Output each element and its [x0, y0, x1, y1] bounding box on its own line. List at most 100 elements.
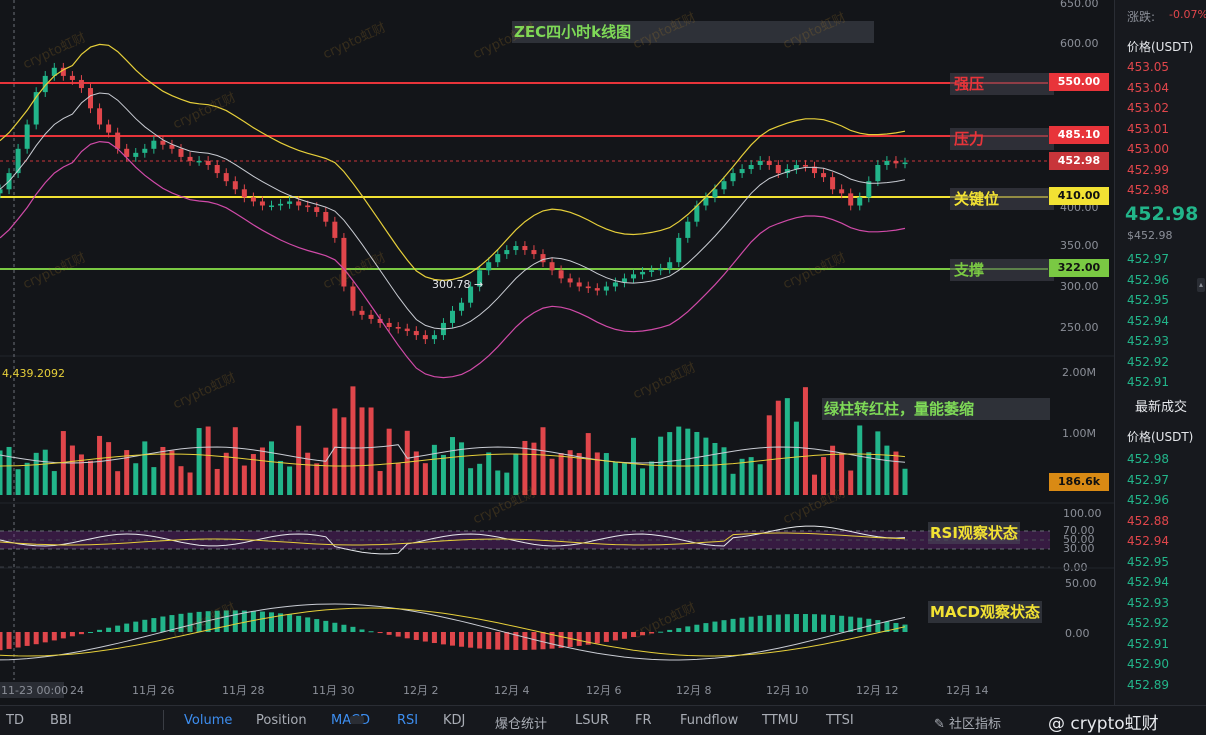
orderbook-panel: 涨跌: -0.07% 价格(USDT) 452.98 $452.98 最新成交 …	[1114, 0, 1206, 705]
ask-row[interactable]: 453.05	[1127, 60, 1169, 74]
brand-watermark: @ crypto虹财	[1048, 714, 1159, 734]
volume-bar	[422, 463, 428, 495]
volume-bar	[757, 464, 763, 495]
volume-bar	[97, 435, 103, 495]
macd-histogram-bar	[612, 632, 618, 641]
volume-bar	[404, 430, 410, 495]
trade-row[interactable]: 452.93	[1127, 595, 1169, 610]
date-axis-label: 11月 30	[312, 684, 355, 697]
volume-bar	[821, 457, 827, 495]
tab-position[interactable]: Position	[256, 713, 307, 728]
macd-histogram-bar	[133, 621, 139, 632]
candle-body	[703, 197, 709, 206]
tab-volume[interactable]: Volume	[184, 713, 233, 728]
trade-row[interactable]: 452.97	[1127, 472, 1169, 487]
tab-td[interactable]: TD	[6, 713, 24, 728]
trade-row[interactable]: 452.90	[1127, 657, 1169, 671]
ask-row[interactable]: 453.02	[1127, 101, 1169, 115]
volume-bar	[893, 451, 899, 495]
candle-body	[178, 148, 184, 157]
candle-body	[377, 318, 383, 323]
candle-body	[314, 207, 320, 212]
trade-row[interactable]: 452.89	[1127, 677, 1169, 692]
bid-row[interactable]: 452.93	[1127, 334, 1169, 348]
volume-bar	[133, 463, 139, 495]
candle-body	[784, 169, 790, 174]
trade-row[interactable]: 452.92	[1127, 616, 1169, 630]
trade-row[interactable]: 452.94	[1127, 534, 1169, 548]
volume-ma-line	[0, 453, 906, 467]
chart-canvas[interactable]: 650.00600.00400.00350.00300.00250.002.00…	[0, 0, 1114, 705]
volume-bar	[287, 466, 293, 495]
tab-ttsi[interactable]: TTSI	[826, 713, 854, 728]
volume-bar	[766, 415, 772, 495]
volume-bar	[296, 425, 302, 495]
macd-histogram-bar	[649, 632, 655, 634]
bid-row[interactable]: 452.96	[1127, 272, 1169, 287]
rsi-axis-label: 70.00	[1063, 524, 1095, 537]
candle-body	[585, 286, 591, 289]
bid-row[interactable]: 452.92	[1127, 354, 1169, 369]
scroll-handle-icon[interactable]	[350, 716, 364, 724]
community-indicators-button[interactable]: ✎ 社区指标	[934, 717, 1002, 732]
price-tag-410: 410.00	[1049, 187, 1109, 205]
tab-bbi[interactable]: BBI	[50, 713, 72, 728]
ask-row[interactable]: 453.04	[1127, 80, 1169, 95]
bid-row[interactable]: 452.91	[1127, 375, 1169, 389]
ask-row[interactable]: 453.00	[1127, 142, 1169, 156]
tab-lsur[interactable]: LSUR	[575, 713, 610, 728]
ask-row[interactable]: 452.99	[1127, 162, 1169, 177]
date-axis-label: 12月 14	[946, 684, 989, 697]
tab-ttmu[interactable]: TTMU	[762, 713, 799, 728]
volume-bar	[341, 417, 347, 495]
volume-bar	[450, 437, 455, 495]
tab-fundflow[interactable]: Fundflow	[680, 713, 739, 728]
macd-histogram-bar	[314, 619, 320, 632]
macd-histogram-bar	[893, 622, 899, 632]
candle-body	[821, 173, 827, 178]
tab-fr[interactable]: FR	[635, 713, 652, 728]
volume-bar	[649, 461, 655, 495]
price-tag-322: 322.00	[1049, 259, 1109, 277]
tab-kdj[interactable]: KDJ	[443, 713, 466, 728]
scroll-handle-icon[interactable]: ▴	[1197, 278, 1205, 292]
bid-row[interactable]: 452.97	[1127, 252, 1169, 266]
trades-title[interactable]: 最新成交	[1135, 400, 1188, 415]
volume-bar	[459, 442, 465, 495]
trade-row[interactable]: 452.88	[1127, 513, 1169, 528]
volume-bar	[540, 427, 546, 495]
macd-histogram-bar	[812, 614, 817, 632]
volume-bar	[558, 453, 564, 495]
candle-body	[431, 335, 437, 340]
candle-body	[857, 197, 863, 206]
macd-histogram-bar	[821, 614, 827, 632]
trade-row[interactable]: 452.95	[1127, 554, 1169, 569]
volume-bar	[857, 425, 863, 495]
bid-row[interactable]: 452.95	[1127, 293, 1169, 307]
bid-row[interactable]: 452.94	[1127, 313, 1169, 328]
volume-bar	[884, 445, 890, 495]
candle-body	[0, 189, 3, 194]
chart-area[interactable]: 650.00 600.00 400.00 350.00 300.00 250.00 2.00…	[0, 0, 1114, 705]
trade-row[interactable]: 452.94	[1127, 575, 1169, 589]
trade-row[interactable]: 452.96	[1127, 493, 1169, 507]
orderbook-header: 价格(USDT)	[1127, 40, 1194, 54]
candle-body	[88, 88, 93, 109]
trade-row[interactable]: 452.98	[1127, 452, 1169, 466]
candle-body	[269, 205, 274, 207]
tab-爆仓统计[interactable]: 爆仓统计	[495, 717, 548, 732]
volume-bar	[875, 431, 881, 495]
date-axis-label: 12月 6	[586, 684, 622, 697]
ask-row[interactable]: 452.98	[1127, 183, 1169, 197]
candle-body	[866, 181, 872, 198]
macd-histogram-bar	[621, 632, 627, 639]
trade-row[interactable]: 452.91	[1127, 636, 1169, 651]
volume-bar	[612, 461, 618, 495]
macd-histogram-bar	[902, 624, 908, 632]
tab-rsi[interactable]: RSI	[397, 713, 419, 728]
macd-histogram-bar	[567, 632, 573, 647]
candle-body	[33, 92, 39, 125]
macd-histogram-bar	[522, 632, 528, 650]
ask-row[interactable]: 453.01	[1127, 121, 1169, 136]
candle-body	[649, 270, 655, 272]
